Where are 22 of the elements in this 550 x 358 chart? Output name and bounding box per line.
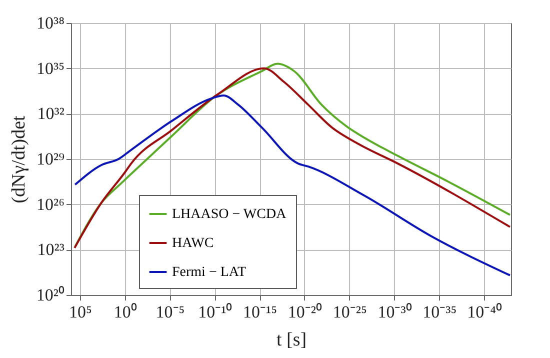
y-tick-label: 10³⁵ xyxy=(36,58,65,78)
x-tick-label: 10⁰ xyxy=(114,302,137,322)
legend-label: LHAASO − WCDA xyxy=(172,207,288,222)
x-tick-label: 10⁻⁴⁰ xyxy=(467,302,502,322)
x-axis-title: t [s] xyxy=(276,330,307,350)
x-tick-label: 10⁻¹⁵ xyxy=(243,302,278,322)
x-tick-label: 10⁻³⁰ xyxy=(378,302,412,322)
y-tick-label: 10³² xyxy=(37,104,64,124)
legend-label: HAWC xyxy=(172,236,214,251)
x-tick-label: 10⁵ xyxy=(69,302,92,322)
x-tick-label: 10⁻²⁰ xyxy=(288,302,322,322)
y-tick-label: 10²⁹ xyxy=(36,150,65,168)
y-tick-label: 10²⁶ xyxy=(36,194,65,214)
y-axis-title: (dNγ/dt)det xyxy=(8,115,30,204)
x-tick-label: 10⁻⁵ xyxy=(156,302,185,322)
x-tick-label: 10⁻²⁵ xyxy=(332,302,367,322)
x-tick-label: 10⁻¹⁰ xyxy=(198,302,232,322)
x-tick-label: 10⁻³⁵ xyxy=(422,302,457,322)
y-tick-label: 10²⁰ xyxy=(36,286,64,304)
legend-label: Fermi − LAT xyxy=(172,265,246,280)
y-tick-label: 10³⁸ xyxy=(36,14,65,32)
y-tick-label: 10²³ xyxy=(37,240,64,260)
